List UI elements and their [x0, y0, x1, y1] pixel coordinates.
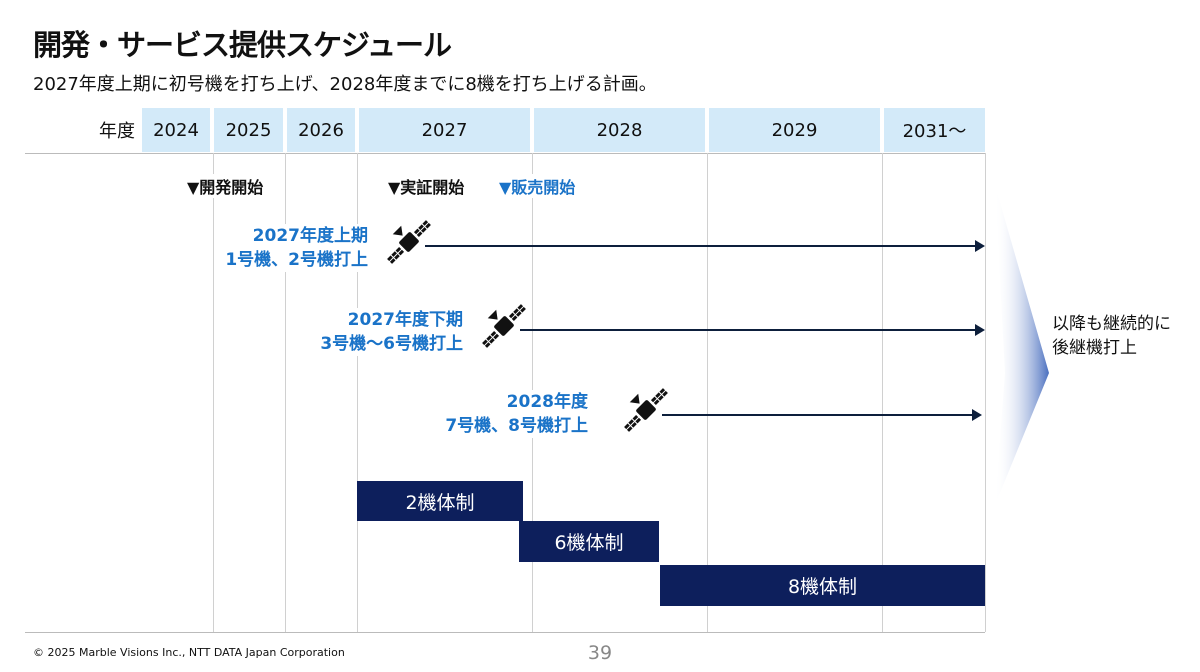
- continuation-line-1: 以降も継続的に: [1052, 314, 1171, 334]
- launch-1-label: 2027年度上期 1号機、2号機打上: [225, 224, 368, 272]
- satellite-icon: [480, 302, 528, 350]
- launch-3-units: 7号機、8号機打上: [445, 416, 588, 436]
- launch-1-arrow: [425, 240, 985, 252]
- milestone-sales-start: ▼販売開始: [499, 174, 576, 198]
- grid-line: [357, 153, 358, 632]
- launch-2-arrow: [520, 324, 985, 336]
- launch-1-period: 2027年度上期: [252, 226, 368, 246]
- grid-line: [985, 153, 986, 632]
- continuation-chevron: [995, 185, 1049, 505]
- year-header-2029: 2029: [709, 108, 880, 152]
- fleet-2-bar: 2機体制: [357, 481, 523, 521]
- year-header-2027: 2027: [359, 108, 530, 152]
- launch-2-label: 2027年度下期 3号機〜6号機打上: [320, 308, 463, 356]
- year-label: 年度: [99, 121, 135, 142]
- grid-line: [285, 153, 286, 632]
- copyright: © 2025 Marble Visions Inc., NTT DATA Jap…: [33, 646, 345, 659]
- launch-2-units: 3号機〜6号機打上: [320, 334, 463, 354]
- grid-line: [882, 153, 883, 632]
- year-header-2026: 2026: [287, 108, 355, 152]
- year-header-2028: 2028: [534, 108, 705, 152]
- launch-1-units: 1号機、2号機打上: [225, 250, 368, 270]
- milestone-dev-start: ▼開発開始: [187, 174, 264, 198]
- milestone-demo-start: ▼実証開始: [388, 174, 465, 198]
- continuation-note: 以降も継続的に 後継機打上: [1052, 312, 1171, 360]
- launch-3-period: 2028年度: [506, 392, 588, 412]
- fleet-8-bar: 8機体制: [660, 565, 985, 606]
- subtitle: 2027年度上期に初号機を打ち上げ、2028年度までに8機を打ち上げる計画。: [33, 74, 657, 95]
- continuation-line-2: 後継機打上: [1052, 338, 1137, 358]
- year-header-2024: 2024: [142, 108, 210, 152]
- page-title: 開発・サービス提供スケジュール: [33, 28, 452, 62]
- page-number: 39: [587, 642, 613, 664]
- grid-line: [213, 153, 214, 632]
- satellite-icon: [385, 218, 433, 266]
- fleet-6-bar: 6機体制: [519, 521, 659, 562]
- bottom-divider: [25, 632, 985, 633]
- launch-3-label: 2028年度 7号機、8号機打上: [445, 390, 588, 438]
- grid-line: [707, 153, 708, 632]
- header-divider: [25, 153, 985, 154]
- year-header-2031: 2031〜: [884, 108, 985, 152]
- year-header-2025: 2025: [214, 108, 283, 152]
- launch-3-arrow: [662, 409, 982, 421]
- launch-2-period: 2027年度下期: [347, 310, 463, 330]
- satellite-icon: [622, 386, 670, 434]
